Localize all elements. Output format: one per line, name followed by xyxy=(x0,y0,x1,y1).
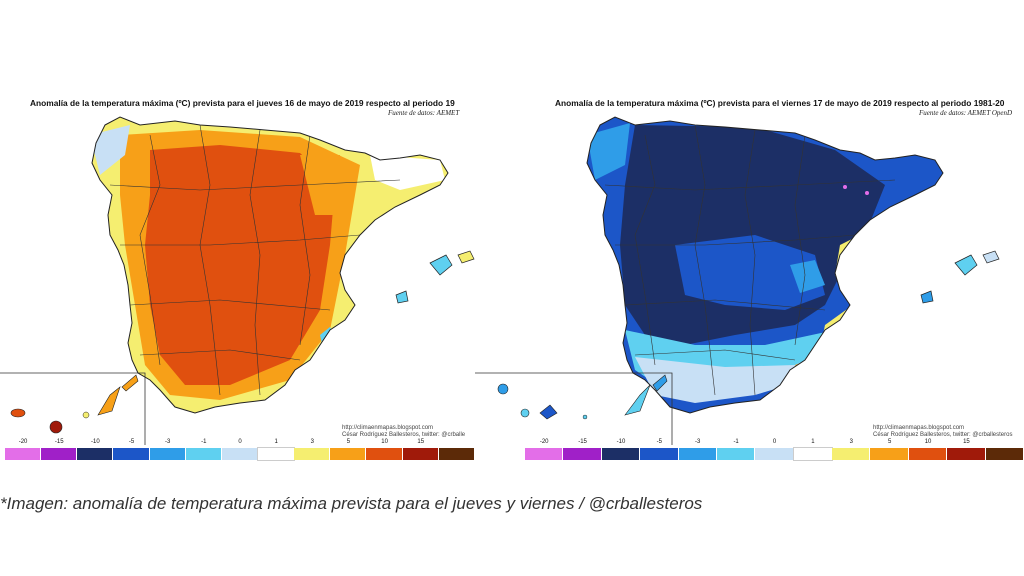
legend-tick-label: 3 xyxy=(310,439,314,445)
legend-tick-label: 1 xyxy=(274,439,278,445)
legend-tick-label: 1 xyxy=(811,439,815,445)
credit-author: César Rodríguez Ballesteros, twitter: @c… xyxy=(873,432,1013,438)
legend-swatch xyxy=(41,448,78,460)
legend-tick-label: 10 xyxy=(924,439,932,445)
legend-tick-label: -3 xyxy=(165,439,171,445)
thursday-anomaly-field xyxy=(92,117,448,413)
legend-tick-label: -3 xyxy=(695,439,701,445)
legend-tick-label: -15 xyxy=(54,439,64,445)
data-source: Fuente de datos: AEMET OpenD xyxy=(919,109,1013,117)
color-legend xyxy=(525,447,1024,461)
legend-swatch xyxy=(77,448,114,460)
map-panel-friday: Anomalía de la temperatura máxima (ºC) p… xyxy=(475,95,1024,465)
legend-tick-label: -5 xyxy=(128,439,135,445)
image-caption: *Imagen: anomalía de temperatura máxima … xyxy=(0,494,703,513)
legend-swatch xyxy=(792,447,834,461)
map-title: Anomalía de la temperatura máxima (ºC) p… xyxy=(555,98,1005,108)
province-borders xyxy=(604,124,896,396)
legend-swatch xyxy=(678,448,717,460)
legend-tick-label: -10 xyxy=(91,439,100,445)
legend-swatch xyxy=(402,448,439,460)
credit-url: http://climaenmapas.blogspot.com xyxy=(873,425,965,431)
legend-tick-label: -15 xyxy=(578,439,587,445)
friday-anomaly-field xyxy=(587,117,943,413)
balearic-islands xyxy=(395,250,475,304)
legend-swatch xyxy=(256,447,296,461)
map-title: Anomalía de la temperatura máxima (ºC) p… xyxy=(30,98,455,108)
legend-tick-label: 5 xyxy=(346,439,351,445)
credit-author: César Rodríguez Ballesteros, twitter: @c… xyxy=(342,432,466,438)
color-legend xyxy=(5,447,475,461)
legend-tick-label: -10 xyxy=(616,439,626,445)
legend-swatch xyxy=(755,448,794,460)
legend-swatch xyxy=(185,448,222,460)
legend-swatch xyxy=(908,448,948,460)
canary-islands-inset xyxy=(475,372,673,445)
legend-tick-label: 0 xyxy=(772,439,777,445)
legend-tick-label: 10 xyxy=(381,439,388,445)
legend-swatch xyxy=(294,448,331,460)
legend-swatch xyxy=(832,448,871,460)
legend-swatch xyxy=(985,448,1024,460)
legend-swatch xyxy=(716,448,756,460)
legend-tick-label: 5 xyxy=(887,439,892,445)
legend-tick-label: 0 xyxy=(238,439,242,445)
balearic-islands xyxy=(920,250,1000,304)
credit-url: http://climaenmapas.blogspot.com xyxy=(342,425,434,431)
friday-anomaly-map xyxy=(475,116,1000,445)
legend-swatch xyxy=(149,448,186,460)
province-borders xyxy=(109,124,401,396)
legend-swatch xyxy=(640,448,679,460)
legend-swatch xyxy=(563,448,602,460)
legend-swatch xyxy=(438,448,475,460)
legend-tick-label: 15 xyxy=(417,439,425,445)
legend-swatch xyxy=(525,448,564,460)
legend-swatch xyxy=(947,448,986,460)
legend-tick-label: -1 xyxy=(733,439,739,445)
canary-islands-inset xyxy=(0,372,146,445)
map-panel-thursday: Anomalía de la temperatura máxima (ºC) p… xyxy=(0,95,478,465)
legend-tick-label: -1 xyxy=(201,439,207,445)
legend-swatch xyxy=(330,448,367,460)
legend-tick-label: -20 xyxy=(18,439,28,445)
legend-swatch xyxy=(113,448,150,460)
legend-tick-label: 15 xyxy=(963,439,970,445)
legend-tick-label: -5 xyxy=(656,439,663,445)
data-source: Fuente de datos: AEMET xyxy=(388,109,460,117)
legend-tick-label: -20 xyxy=(539,439,549,445)
legend-swatch xyxy=(870,448,909,460)
legend-swatch xyxy=(5,448,42,460)
legend-swatch xyxy=(221,448,258,460)
legend-swatch xyxy=(366,448,403,460)
thursday-anomaly-map xyxy=(0,116,475,445)
legend-tick-label: 3 xyxy=(849,439,853,445)
legend-swatch xyxy=(601,448,641,460)
